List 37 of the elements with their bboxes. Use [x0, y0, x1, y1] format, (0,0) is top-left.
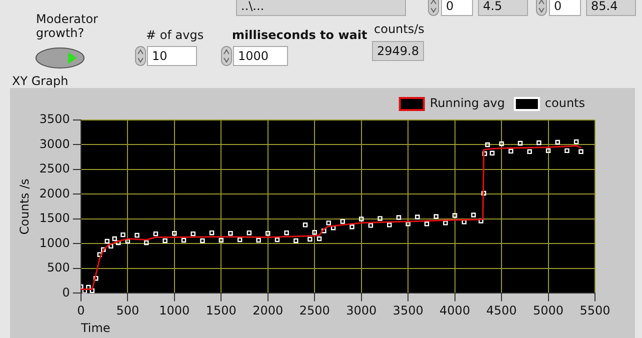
x-axis-title: Time: [80, 320, 110, 335]
y-tick-label: 500: [47, 260, 70, 275]
text: milliseconds to wait: [232, 28, 368, 42]
x-tick-label: 2000: [252, 304, 284, 318]
text: ..\...: [236, 0, 406, 16]
text: counts/s: [374, 22, 424, 36]
x-tick-label: 3500: [392, 304, 424, 318]
x-tick-label: 500: [116, 304, 140, 318]
text: 0: [441, 0, 473, 16]
text: 1000: [233, 46, 288, 66]
text: 0: [549, 0, 581, 16]
chart-title: XY Graph: [12, 74, 68, 88]
legend-label: counts: [544, 96, 585, 110]
x-tick-label: 4000: [440, 304, 470, 318]
y-tick-label: 3500: [39, 112, 70, 126]
x-tick-label: 1500: [206, 304, 236, 318]
y-tick-label: 0: [62, 285, 70, 300]
x-tick-label: 2500: [299, 304, 330, 318]
text: # of avgs: [146, 28, 204, 42]
x-tick-label: 3000: [346, 304, 377, 318]
x-tick-label: 4500: [486, 304, 517, 318]
y-tick-label: 1000: [39, 236, 70, 250]
y-tick-label: 1500: [39, 211, 70, 226]
y-tick-label: 2000: [39, 186, 70, 200]
text: 2949.8: [372, 41, 424, 61]
y-axis-title: Counts /s: [17, 178, 32, 235]
text: 85.4: [586, 0, 636, 16]
y-tick-label: 3000: [39, 136, 70, 151]
x-tick-label: 0: [77, 304, 85, 318]
text: 4.5: [478, 0, 528, 16]
text: Moderator growth?: [36, 12, 99, 40]
text: 10: [147, 46, 197, 66]
legend-label: Running avg: [430, 96, 505, 110]
x-tick-label: 5000: [532, 304, 564, 318]
x-tick-label: 1000: [159, 304, 190, 318]
x-tick-label: 5500: [580, 304, 610, 318]
y-tick-label: 2500: [39, 162, 70, 176]
